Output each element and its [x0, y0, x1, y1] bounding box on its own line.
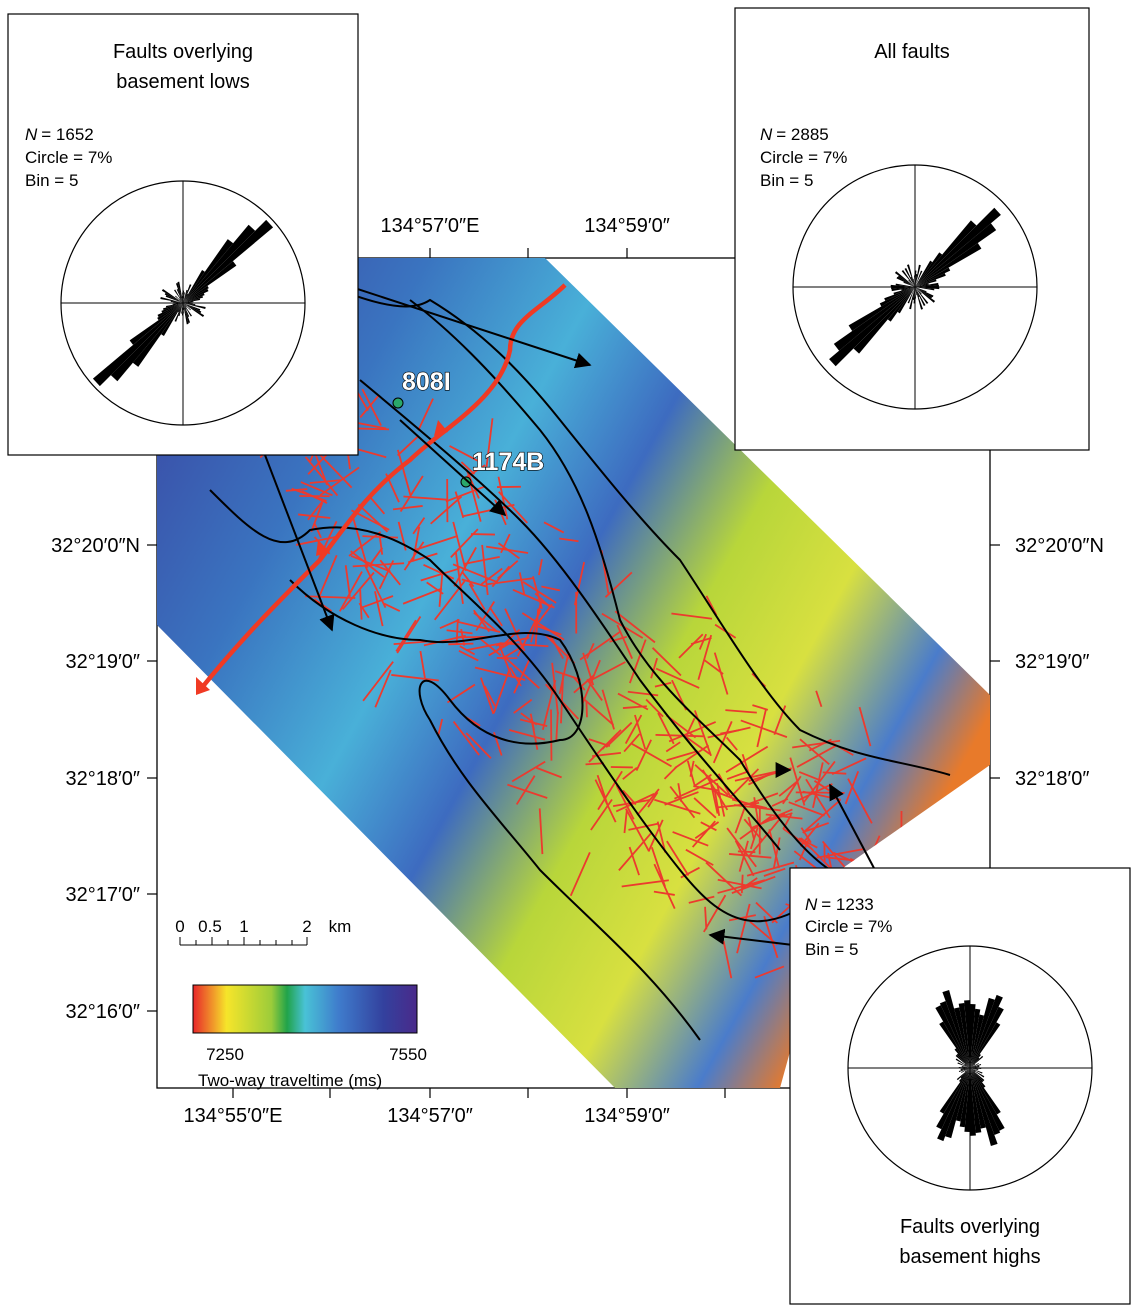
fault-trace	[471, 534, 495, 535]
stat-n: N= 1652	[25, 125, 94, 144]
site-label: 1174B	[472, 448, 544, 476]
n-value: = 1652	[41, 125, 93, 144]
latitude-label: 32°20′0″N	[1015, 535, 1104, 557]
panel-title: Faults overlying	[900, 1216, 1040, 1238]
scale-label: 0.5	[198, 917, 222, 936]
colorbar-min: 7250	[206, 1045, 244, 1064]
stat-n: N= 2885	[760, 125, 829, 144]
latitude-label: 32°19′0″	[1015, 651, 1089, 673]
figure: 808I 1174B 134°57′0″E 134°59′0″ 134°55′0…	[0, 0, 1131, 1305]
stat-circle: Circle = 7%	[25, 148, 112, 167]
fault-trace	[888, 840, 918, 863]
latitude-label: 32°19′0″	[66, 651, 140, 673]
latitude-label: 32°20′0″N	[51, 535, 140, 557]
fault-trace	[850, 859, 868, 869]
longitude-label: 134°59′0″	[584, 1105, 670, 1127]
stat-circle: Circle = 7%	[805, 917, 892, 936]
n-symbol: N	[805, 895, 818, 914]
fault-trace	[911, 824, 912, 845]
longitude-label: 134°55′0″E	[184, 1105, 283, 1127]
latitude-label: 32°16′0″	[66, 1001, 140, 1023]
latitude-label: 32°18′0″	[1015, 768, 1089, 790]
fault-trace	[448, 644, 473, 645]
longitude-label: 134°57′0″E	[381, 215, 480, 237]
stat-bin: Bin = 5	[25, 171, 78, 190]
stat-circle: Circle = 7%	[760, 148, 847, 167]
n-value: = 1233	[821, 895, 873, 914]
colorbar-label: Two-way traveltime (ms)	[198, 1071, 382, 1090]
scale-label: 2	[302, 917, 311, 936]
panel-title: basement highs	[899, 1246, 1040, 1268]
panel-title: All faults	[874, 41, 950, 63]
scale-label: 0	[175, 917, 184, 936]
scale-unit: km	[329, 917, 352, 936]
latitude-label: 32°18′0″	[66, 768, 140, 790]
colorbar-max: 7550	[389, 1045, 427, 1064]
latitude-label: 32°17′0″	[66, 884, 140, 906]
fault-trace	[705, 907, 706, 930]
stat-bin: Bin = 5	[805, 940, 858, 959]
site-label: 808I	[402, 368, 451, 396]
site-marker	[393, 398, 403, 408]
longitude-label: 134°57′0″	[387, 1105, 473, 1127]
page: {"panels": [ {"title": ["Faults overlyin…	[0, 0, 1131, 1305]
stat-bin: Bin = 5	[760, 171, 813, 190]
longitude-label: 134°59′0″	[584, 215, 670, 237]
fault-trace	[586, 763, 604, 764]
scale-label: 1	[239, 917, 248, 936]
stat-n: N= 1233	[805, 895, 874, 914]
fault-trace	[586, 701, 587, 717]
panel-title: Faults overlying	[113, 41, 253, 63]
panel-title: basement lows	[116, 71, 249, 93]
n-symbol: N	[760, 125, 773, 144]
n-value: = 2885	[776, 125, 828, 144]
n-symbol: N	[25, 125, 38, 144]
scale-bar	[180, 937, 307, 945]
rose-panel	[735, 8, 1089, 450]
colorbar	[193, 985, 417, 1033]
